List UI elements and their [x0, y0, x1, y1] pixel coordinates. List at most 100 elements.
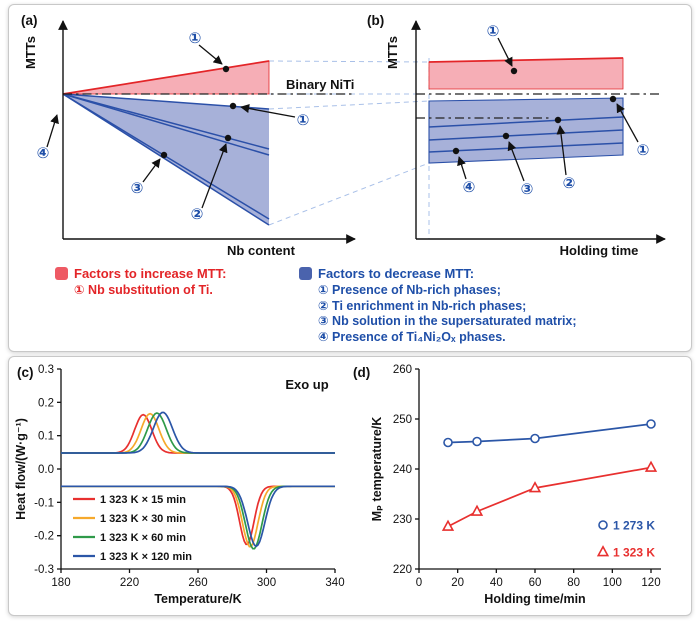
x-axis-title: Temperature/K — [154, 592, 241, 606]
blue-swatch — [299, 267, 312, 280]
connector-line — [268, 60, 430, 63]
annotation-dot — [224, 134, 232, 142]
dsc-axes: 180 220 260 300 340 -0.3 -0.2 -0.1 0.0 0.1 0.2 0.3 T… — [14, 364, 345, 606]
connector-line — [268, 100, 430, 110]
annotation-dot — [222, 65, 230, 73]
legend-decrease-header: Factors to decrease MTT: — [299, 266, 577, 282]
mp-legend-label: 1 323 K — [613, 546, 655, 560]
annotation-arrow — [556, 125, 567, 176]
circled-3-decrease: ③ — [521, 181, 534, 198]
annotation-dot — [510, 67, 518, 75]
y-tick-label: 0.3 — [38, 364, 54, 376]
y-tick-label: 230 — [393, 514, 412, 526]
y-tick-label: -0.1 — [34, 497, 54, 509]
connector-line — [268, 162, 430, 226]
increase-band — [428, 57, 624, 90]
panel-b-y-axis-title: MTTs — [385, 36, 400, 69]
legend-increase-item-1: ① Nb substitution of Ti. — [74, 283, 213, 297]
annotation-dot — [502, 132, 510, 140]
annotation-arrow — [616, 103, 639, 143]
mp-axes: 0 20 40 60 80 100 120 220 230 240 250 260 Holding ti… — [370, 364, 661, 606]
y-tick-label: 260 — [393, 364, 412, 376]
legend-decrease-item-4: ④ Presence of Ti₄Ni₂Oₓ phases. — [318, 329, 506, 344]
x-tick-label: 20 — [451, 577, 464, 589]
annotation-arrow — [201, 143, 228, 209]
mp-series-line — [447, 423, 652, 444]
data-point-triangle — [441, 519, 455, 531]
x-tick-label: 100 — [603, 577, 622, 589]
decrease-band-line-2 — [428, 129, 624, 141]
factor-legend: Factors to increase MTT: ① Nb substituti… — [9, 263, 691, 345]
x-tick-label: 60 — [529, 577, 542, 589]
dsc-curve-upper — [61, 412, 335, 454]
dsc-curve-lower — [61, 485, 335, 548]
circled-1-increase: ① — [487, 23, 500, 40]
annotation-dot — [554, 116, 562, 124]
schematic-panels-ab: (a) MTTs Nb content Binary NiTi — [21, 13, 666, 258]
annotation-arrow — [46, 114, 59, 148]
y-tick-label: 0.0 — [38, 464, 54, 476]
x-tick-label: 0 — [416, 577, 422, 589]
x-tick-label: 300 — [257, 577, 276, 589]
dsc-legend-label: 1 323 K × 15 min — [100, 494, 186, 506]
dsc-curve-upper — [61, 413, 335, 454]
decrease-band-line-1 — [428, 116, 624, 128]
annotation-arrow — [497, 37, 513, 67]
x-tick-label: 220 — [120, 577, 139, 589]
data-point-circle — [530, 433, 540, 444]
increase-line — [62, 60, 270, 95]
dsc-curve-upper — [61, 412, 335, 454]
circled-1-increase: ① — [189, 30, 202, 47]
decrease-band-line-3 — [428, 142, 624, 153]
x-tick-label: 120 — [641, 577, 660, 589]
decrease-band — [428, 97, 624, 164]
legend-increase-title: Factors to increase MTT: — [74, 266, 227, 281]
red-swatch — [55, 267, 68, 280]
mp-legend-marker — [598, 520, 608, 530]
y-tick-label: 250 — [393, 414, 412, 426]
x-tick-label: 180 — [51, 577, 70, 589]
mp-legend-label: 1 273 K — [613, 519, 655, 533]
annotation-arrow — [240, 104, 296, 118]
circled-4-decrease: ④ — [463, 179, 476, 196]
annotation-arrow — [142, 158, 161, 183]
circled-3-decrease: ③ — [131, 180, 144, 197]
panel-a-label: (a) — [21, 13, 38, 28]
annotation-dot — [229, 102, 237, 110]
circled-1-decrease: ① — [637, 142, 650, 159]
y-axis-title: Heat flow/(W·g⁻¹) — [14, 418, 28, 520]
data-panels-cd: (c) (d) 180 220 260 300 340 -0.3 -0.2 -0.1 0.0 0.… — [14, 364, 661, 606]
circled-2-decrease: ② — [191, 206, 204, 223]
data-point-triangle — [528, 481, 542, 493]
mp-series-line — [447, 466, 652, 528]
decrease-line-2 — [62, 93, 270, 150]
y-tick-label: 0.1 — [38, 431, 54, 443]
x-axis-title: Holding time/min — [484, 592, 585, 606]
data-point-triangle — [644, 460, 658, 472]
dsc-curve-upper — [61, 411, 335, 454]
decrease-line-5 — [62, 93, 270, 226]
panel-a-y-axis-title: MTTs — [23, 36, 38, 69]
y-tick-label: 0.2 — [38, 397, 54, 409]
exo-up-label: Exo up — [285, 377, 328, 392]
increase-band-top-line — [428, 57, 624, 63]
annotation-dot — [452, 147, 460, 155]
legend-increase: Factors to increase MTT: ① Nb substituti… — [55, 266, 299, 345]
dsc-legend-label: 1 323 K × 60 min — [100, 532, 186, 544]
x-tick-label: 80 — [567, 577, 580, 589]
annotation-arrow — [457, 156, 467, 180]
annotation-dot — [160, 151, 168, 159]
panel-d-label: (d) — [353, 365, 370, 380]
legend-decrease-item-1: ① Presence of Nb-rich phases; — [318, 283, 501, 297]
legend-decrease-item-2: ② Ti enrichment in Nb-rich phases; — [318, 298, 527, 313]
legend-decrease-item-3: ③ Nb solution in the supersaturated matr… — [318, 314, 577, 328]
binary-niti-label: Binary NiTi — [286, 77, 354, 92]
panel-a-x-axis-title: Nb content — [227, 243, 296, 258]
dsc-legend-label: 1 323 K × 120 min — [100, 551, 192, 563]
data-point-circle — [472, 436, 482, 447]
legend-decrease-title: Factors to decrease MTT: — [318, 266, 475, 281]
panel-a: (a) MTTs Nb content Binary NiTi — [21, 13, 356, 258]
annotation-dot — [609, 95, 617, 103]
experiment-figure-box: (c) (d) 180 220 260 300 340 -0.3 -0.2 -0.1 0.0 0.… — [8, 356, 692, 616]
y-tick-label: -0.3 — [34, 564, 54, 576]
